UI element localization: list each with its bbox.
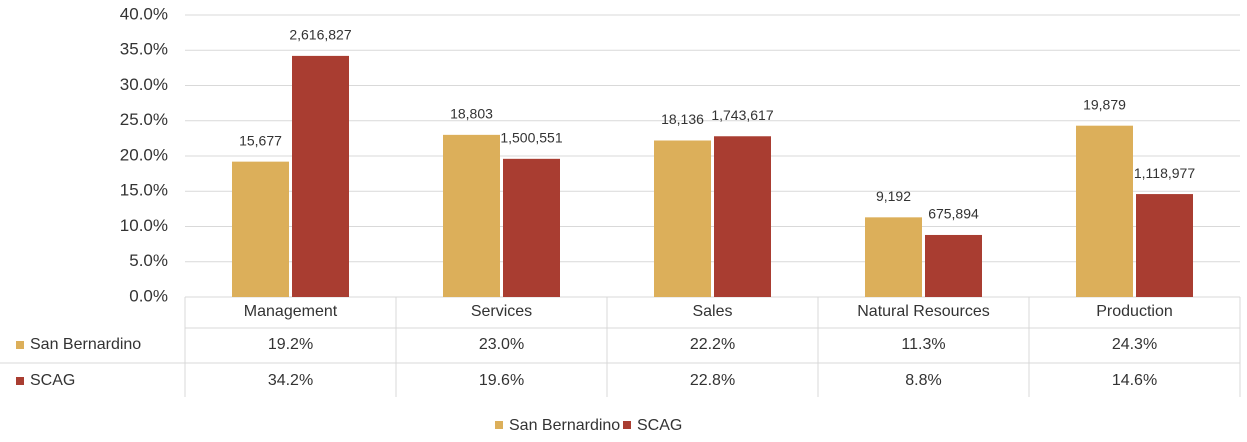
table-cell: 8.8% [905,372,941,389]
y-tick-label: 10.0% [120,216,168,235]
y-tick-label: 40.0% [120,4,168,23]
legend-label: SCAG [637,417,682,434]
table-cell: 22.2% [690,336,735,353]
table-row-label: San Bernardino [30,336,141,353]
bar [714,136,771,297]
table-cell: 14.6% [1112,372,1157,389]
data-label: 18,803 [450,106,493,122]
bar [925,234,982,297]
x-tick-label: Services [471,303,532,320]
y-tick-label: 20.0% [120,145,168,164]
data-label: 9,192 [876,188,911,204]
data-label: 1,743,617 [711,107,773,123]
bar [232,161,289,297]
bar [865,217,922,297]
x-tick-label: Sales [692,303,732,320]
bar [443,134,500,297]
table-cell: 19.2% [268,336,313,353]
x-tick-label: Management [244,303,338,320]
table-legend-key [16,377,24,385]
table-legend-key [16,341,24,349]
table-cell: 11.3% [901,336,945,353]
data-label: 1,500,551 [500,130,562,146]
bar [1076,125,1133,297]
bar [292,55,349,297]
legend-label: San Bernardino [509,417,620,434]
bar [503,158,560,297]
data-label: 19,879 [1083,96,1126,112]
table-row-label: SCAG [30,372,75,389]
table-cell: 24.3% [1112,336,1157,353]
y-tick-label: 15.0% [120,181,168,200]
x-tick-label: Natural Resources [857,303,990,320]
legend-key [495,421,503,429]
y-tick-label: 35.0% [120,40,168,59]
x-tick-label: Production [1096,303,1173,320]
table-cell: 34.2% [268,372,313,389]
y-tick-label: 30.0% [120,75,168,94]
data-label: 2,616,827 [289,27,351,43]
y-tick-label: 25.0% [120,110,168,129]
legend-key [623,421,631,429]
data-label: 675,894 [928,206,979,222]
y-tick-label: 0.0% [129,286,168,305]
bar [654,140,711,297]
table-cell: 22.8% [690,372,735,389]
data-label: 18,136 [661,111,704,127]
y-tick-label: 5.0% [129,251,168,270]
table-cell: 23.0% [479,336,524,353]
data-label: 15,677 [239,132,282,148]
bar [1136,194,1193,297]
table-cell: 19.6% [479,372,524,389]
data-label: 1,118,977 [1134,165,1195,181]
